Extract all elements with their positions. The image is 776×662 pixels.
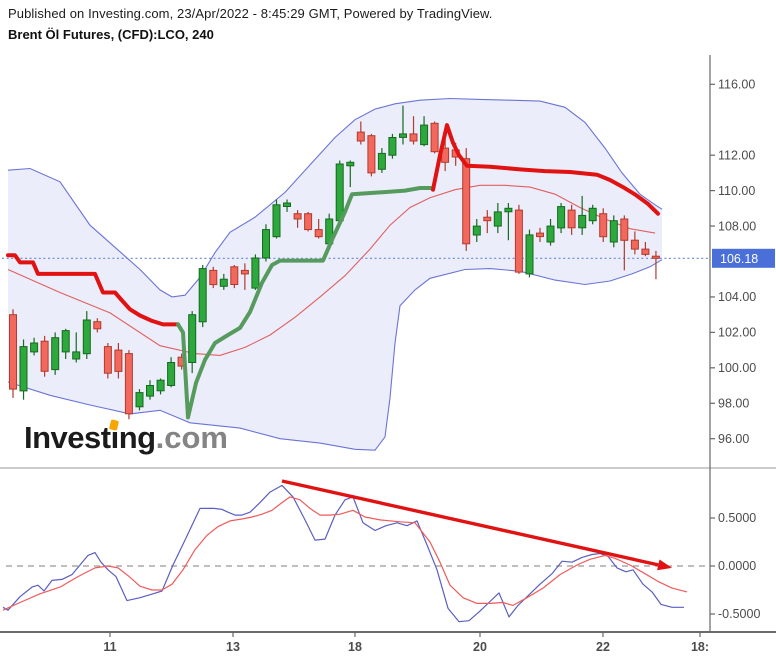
candle [61, 328, 70, 359]
published-line: Published on Investing.com, 23/Apr/2022 … [8, 6, 493, 21]
time-axis-label: 13 [226, 640, 240, 654]
price-axis-label: 110.00 [718, 184, 755, 198]
osc-slow-red [2, 496, 688, 611]
watermark-suffix: .com [155, 420, 228, 455]
candle [609, 215, 618, 248]
candle [388, 133, 397, 159]
candle [30, 337, 39, 356]
watermark-brand: Investing [24, 420, 156, 455]
candle [377, 148, 386, 173]
candle [124, 350, 133, 420]
candle [546, 219, 555, 246]
osc-fast-blue [2, 484, 684, 623]
candle [135, 389, 144, 411]
price-axis-label: 102.00 [718, 326, 756, 340]
time-axis-label: 20 [473, 640, 487, 654]
candle [188, 311, 197, 374]
candle [167, 357, 176, 388]
candle [198, 265, 207, 328]
time-axis[interactable]: 11 13 18 20 22 18: [103, 632, 709, 654]
candle [40, 335, 49, 377]
candle [293, 210, 302, 228]
candle [93, 318, 102, 333]
candle [641, 242, 650, 257]
candle [557, 203, 566, 234]
oscillator-panel [2, 484, 710, 623]
candle [514, 204, 523, 274]
svg-text:106.18: 106.18 [720, 252, 758, 266]
candle [146, 380, 154, 400]
candle [240, 263, 249, 290]
candle [304, 211, 313, 232]
oscillator-axis-label: 0.0000 [718, 559, 756, 573]
candle [430, 121, 439, 154]
candle [367, 133, 376, 177]
candle [588, 204, 597, 225]
candle [620, 215, 629, 271]
candle [219, 273, 228, 290]
candle [251, 254, 260, 290]
time-axis-label: 18: [691, 640, 709, 654]
candle [409, 116, 418, 145]
chart-frame [0, 55, 776, 633]
candle [504, 203, 513, 241]
candle [578, 195, 587, 235]
candle [283, 199, 291, 212]
candle [630, 231, 639, 255]
candle [262, 224, 270, 262]
candle [536, 227, 544, 242]
price-axis-label: 116.00 [718, 78, 755, 92]
candle [420, 116, 429, 147]
investing-watermark: Investing.com [24, 419, 228, 456]
candle [567, 204, 576, 235]
candle [19, 339, 28, 400]
candle [651, 250, 660, 280]
trend-arrow-annotation [281, 479, 672, 571]
candle [114, 343, 123, 379]
oscillator-axis-label: -0.5000 [718, 607, 760, 621]
candle [483, 210, 492, 234]
time-axis-label: 18 [348, 640, 362, 654]
candle [82, 311, 91, 359]
price-axis-label: 96.00 [718, 432, 749, 446]
time-axis-label: 11 [103, 640, 116, 654]
candle [209, 266, 218, 289]
oscillator-axis[interactable]: 0.5000 0.0000 -0.5000 [710, 511, 760, 621]
price-axis[interactable]: 116.00 112.00 110.00 108.00 104.00 102.00 100.… [710, 78, 756, 446]
candle [525, 229, 534, 278]
candle [72, 332, 81, 363]
candle [51, 332, 60, 375]
candle [272, 199, 281, 239]
candle [493, 203, 502, 234]
bollinger-band [7, 97, 663, 451]
trend-line [6, 123, 660, 420]
price-axis-label: 104.00 [718, 290, 756, 304]
price-axis-label: 112.00 [718, 148, 755, 162]
price-axis-label: 108.00 [718, 219, 756, 233]
oscillator-axis-label: 0.5000 [718, 511, 756, 525]
candle [399, 105, 407, 145]
candle [472, 219, 481, 242]
candle [9, 309, 17, 398]
candle [230, 265, 239, 289]
candle [156, 378, 165, 395]
price-axis-label: 100.00 [718, 361, 756, 375]
last-price-badge: 106.18 [712, 248, 775, 268]
candle [103, 343, 112, 379]
chart-title: Brent Öl Futures, (CFD):LCO, 240 [8, 27, 214, 42]
candle [356, 121, 365, 145]
candle [346, 160, 355, 188]
time-axis-label: 22 [596, 640, 610, 654]
price-axis-label: 98.00 [718, 397, 749, 411]
candle [599, 208, 608, 242]
candle [314, 219, 323, 239]
